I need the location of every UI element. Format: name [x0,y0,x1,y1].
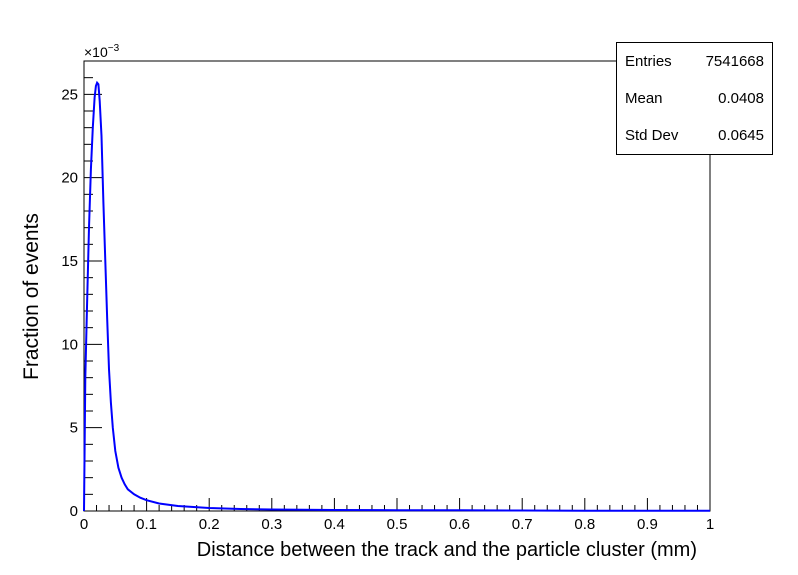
x-tick-label: 0.3 [261,516,282,533]
x-tick-label: 0.1 [136,516,157,533]
y-tick-label: 0 [70,503,78,520]
x-tick-label: 0.7 [512,516,533,533]
histogram-line [83,80,711,512]
x-tick-label: 0.8 [574,516,595,533]
axis-ticks [83,60,711,512]
y-axis-label: Fraction of events [20,213,43,380]
x-tick-label: 0.2 [199,516,220,533]
stats-stddev-value: 0.0645 [718,127,764,144]
y-tick-label: 25 [61,86,78,103]
y-tick-label: 15 [61,253,78,270]
y-tick-label: 5 [70,420,78,437]
y-exponent-label: ×10−3 [84,43,120,60]
stats-stddev-label: Std Dev [625,127,679,144]
stats-entries-label: Entries [625,53,672,70]
x-tick-label: 1 [706,516,714,533]
x-tick-label: 0.4 [324,516,345,533]
y-tick-label: 20 [61,170,78,187]
stats-stddev-row: Std Dev 0.0645 [625,127,764,147]
x-tick-label: 0 [80,516,88,533]
stats-mean-value: 0.0408 [718,90,764,107]
stats-mean-label: Mean [625,90,663,107]
stats-entries-value: 7541668 [705,53,764,70]
stats-box: Entries 7541668 Mean 0.0408 Std Dev 0.06… [616,42,773,155]
x-axis-label: Distance between the track and the parti… [197,539,697,561]
y-tick-label: 10 [61,336,78,353]
x-tick-label: 0.9 [637,516,658,533]
x-tick-label: 0.6 [449,516,470,533]
x-tick-label: 0.5 [387,516,408,533]
stats-mean-row: Mean 0.0408 [625,90,764,110]
stats-entries-row: Entries 7541668 [625,53,764,73]
